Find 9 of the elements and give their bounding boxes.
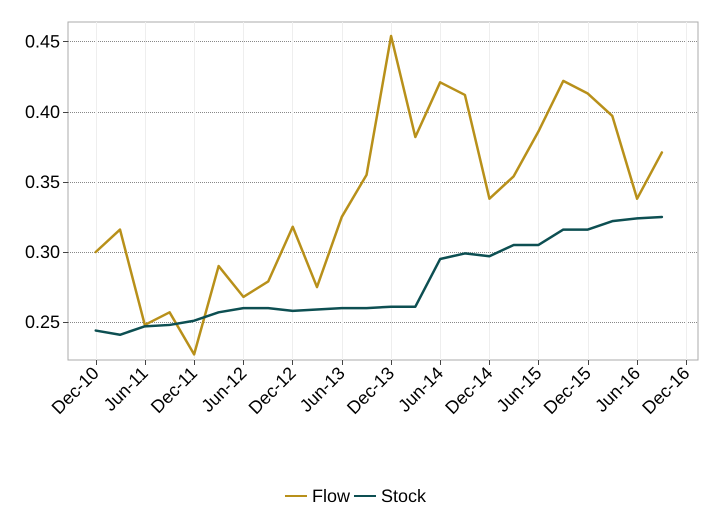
legend-label: Flow (312, 486, 351, 506)
y-tick-label: 0.25 (24, 312, 60, 332)
y-tick-label: 0.45 (24, 32, 60, 52)
y-tick-label: 0.40 (24, 102, 60, 122)
line-series (94, 216, 664, 336)
line-series (94, 34, 664, 356)
y-tick-label: 0.30 (24, 242, 60, 262)
y-tick-label: 0.35 (24, 172, 60, 192)
legend-label: Stock (380, 486, 428, 506)
